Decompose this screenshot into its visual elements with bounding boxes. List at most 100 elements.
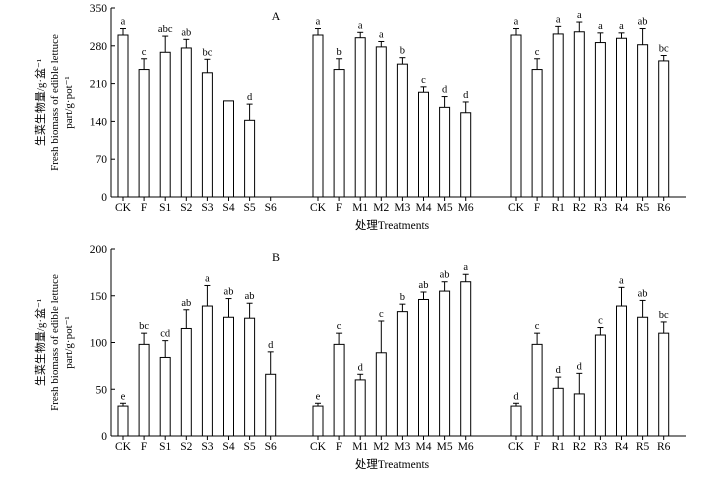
significance-label: d <box>463 90 469 101</box>
significance-label: a <box>619 21 624 32</box>
bar <box>312 405 324 437</box>
x-tick-label: S6 <box>265 441 277 453</box>
x-tick-label: S5 <box>244 202 256 214</box>
y-tick-label: 70 <box>96 154 108 166</box>
significance-label: d <box>556 365 562 376</box>
x-tick-label: F <box>141 441 147 453</box>
significance-label: d <box>268 340 274 351</box>
significance-label: c <box>421 75 426 86</box>
x-tick-label: S2 <box>180 202 192 214</box>
significance-label: c <box>337 321 342 332</box>
bar <box>510 34 522 198</box>
significance-label: a <box>577 10 582 21</box>
x-axis-label: 处理Treatments <box>355 458 430 471</box>
x-tick-label: M5 <box>437 202 453 214</box>
significance-label: a <box>598 21 603 32</box>
x-axis-label: 处理Treatments <box>355 219 430 232</box>
x-tick-label: M6 <box>458 441 474 453</box>
bar <box>552 33 564 198</box>
significance-label: b <box>400 292 405 303</box>
y-axis-label: 生菜生物量/g·盆⁻¹ <box>33 59 47 146</box>
x-tick-label: S6 <box>265 202 277 214</box>
significance-label: d <box>247 92 253 103</box>
x-tick-label: M3 <box>394 202 410 214</box>
bar <box>418 91 429 198</box>
bar <box>375 46 387 198</box>
bar <box>180 327 192 437</box>
bar <box>616 37 627 198</box>
bar <box>658 332 670 437</box>
significance-label: ab <box>419 280 429 291</box>
bar <box>531 69 543 198</box>
significance-label: a <box>463 262 468 273</box>
significance-label: abc <box>158 24 173 35</box>
x-tick-label: M3 <box>394 441 410 453</box>
bar <box>223 100 234 198</box>
x-tick-label: F <box>336 441 342 453</box>
x-tick-label: CK <box>310 202 327 214</box>
bar <box>637 44 649 198</box>
significance-label: bc <box>139 321 149 332</box>
x-tick-label: S3 <box>201 441 213 453</box>
bar <box>375 352 387 437</box>
significance-label: a <box>205 273 210 284</box>
y-tick-label: 210 <box>90 79 108 91</box>
bar <box>439 106 451 198</box>
significance-label: a <box>514 17 519 28</box>
bar <box>439 290 451 437</box>
x-tick-label: CK <box>508 202 525 214</box>
significance-label: a <box>316 17 321 28</box>
significance-label: c <box>598 316 603 327</box>
significance-label: c <box>535 321 540 332</box>
x-tick-label: S1 <box>159 441 171 453</box>
bar <box>201 305 213 437</box>
y-tick-label: 150 <box>90 291 108 303</box>
significance-label: e <box>121 391 126 402</box>
significance-label: b <box>336 47 341 58</box>
significance-label: ab <box>245 291 255 302</box>
x-tick-label: CK <box>508 441 525 453</box>
bar <box>616 305 627 437</box>
significance-label: ab <box>181 298 191 309</box>
x-tick-label: S3 <box>201 202 213 214</box>
x-tick-label: S5 <box>244 441 256 453</box>
bar <box>138 343 150 437</box>
bar <box>460 281 472 437</box>
significance-label: ab <box>181 27 191 38</box>
x-tick-label: S4 <box>222 202 234 214</box>
x-tick-label: F <box>336 202 342 214</box>
panel-label: B <box>272 250 280 264</box>
significance-label: b <box>400 46 405 57</box>
significance-label: bc <box>202 47 212 58</box>
x-tick-label: CK <box>115 202 132 214</box>
bar <box>531 343 543 437</box>
x-tick-label: R1 <box>551 202 565 214</box>
x-tick-label: M4 <box>416 202 432 214</box>
bar <box>138 69 150 198</box>
bar <box>159 51 171 198</box>
significance-label: ab <box>638 288 648 299</box>
x-tick-label: M5 <box>437 441 453 453</box>
y-tick-label: 50 <box>96 384 108 396</box>
x-tick-label: M2 <box>373 441 389 453</box>
x-tick-label: M4 <box>416 441 432 453</box>
significance-label: d <box>513 391 519 402</box>
significance-label: a <box>619 275 624 286</box>
bar <box>265 373 277 437</box>
x-tick-label: M6 <box>458 202 474 214</box>
bar <box>223 316 234 437</box>
x-tick-label: CK <box>310 441 327 453</box>
significance-label: ab <box>440 270 450 281</box>
x-tick-label: M2 <box>373 202 389 214</box>
x-tick-label: F <box>141 202 147 214</box>
x-tick-label: R4 <box>615 202 629 214</box>
significance-label: bc <box>659 44 669 55</box>
x-tick-label: R3 <box>594 202 608 214</box>
bar <box>117 405 129 437</box>
bar <box>658 60 670 198</box>
x-tick-label: R1 <box>551 441 565 453</box>
bar <box>510 405 522 437</box>
significance-label: e <box>316 391 321 402</box>
y-tick-label: 200 <box>90 244 108 256</box>
